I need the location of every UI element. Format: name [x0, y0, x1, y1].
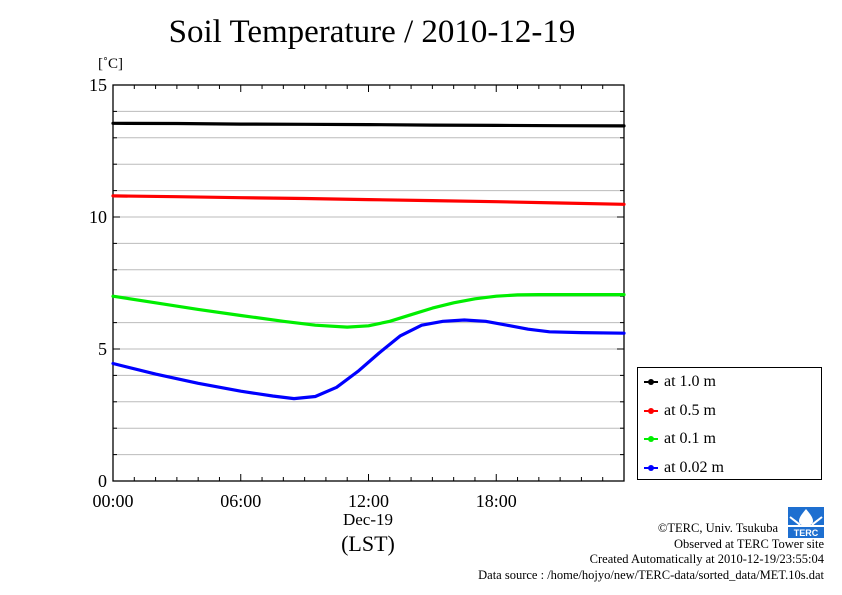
credit-copyright: ©TERC, Univ. Tsukuba: [657, 521, 778, 535]
axis-ticks: 0 5 10 15 00:00 06:00 12:00 18:00: [89, 75, 625, 511]
chart-title: Soil Temperature / 2010-12-19: [168, 14, 576, 50]
legend-swatch: [644, 406, 658, 416]
credits: ©TERC, Univ. Tsukuba Observed at TERC To…: [478, 521, 824, 583]
legend-item: at 0.5 m: [644, 401, 716, 421]
credit-source: Data source : /home/hojyo/new/TERC-data/…: [478, 567, 824, 582]
series-line: [111, 121, 626, 128]
plot-frame: [112, 84, 625, 482]
y-tick-label: 0: [98, 471, 107, 491]
y-axis-unit: [˚C]: [98, 56, 123, 72]
y-tick-label: 5: [98, 339, 107, 359]
x-axis-label: (LST): [341, 531, 395, 556]
legend-label: at 0.02 m: [664, 458, 724, 476]
x-tick-label: 00:00: [92, 491, 133, 511]
series-line: [111, 194, 626, 206]
y-tick-label: 10: [89, 207, 107, 227]
legend-item: at 1.0 m: [644, 372, 716, 392]
legend: at 1.0 m at 0.5 m at 0.1 m at 0.02 m: [637, 367, 822, 480]
series-line: [111, 318, 626, 401]
credit-observed: Observed at TERC Tower site: [673, 536, 824, 551]
series-lines: [111, 121, 626, 401]
logo-text: TERC: [794, 528, 819, 538]
terc-logo: TERC: [786, 503, 826, 539]
legend-swatch: [644, 377, 658, 387]
credit-created: Created Automatically at 2010-12-19/23:5…: [589, 552, 824, 566]
x-tick-label: 06:00: [220, 491, 261, 511]
legend-label: at 1.0 m: [664, 373, 716, 390]
legend-item: at 0.1 m: [644, 429, 716, 449]
series-line: [111, 293, 626, 329]
grid-lines: [113, 110, 624, 456]
x-tick-label: 18:00: [476, 491, 517, 511]
legend-swatch: [644, 434, 658, 444]
legend-label: at 0.5 m: [664, 401, 716, 419]
x-axis-date: Dec-19: [342, 510, 394, 529]
x-tick-label: 12:00: [348, 491, 389, 511]
legend-item: at 0.02 m: [644, 458, 724, 478]
legend-swatch: [644, 463, 658, 473]
y-tick-label: 15: [89, 75, 107, 95]
legend-label: at 0.1 m: [664, 430, 716, 447]
